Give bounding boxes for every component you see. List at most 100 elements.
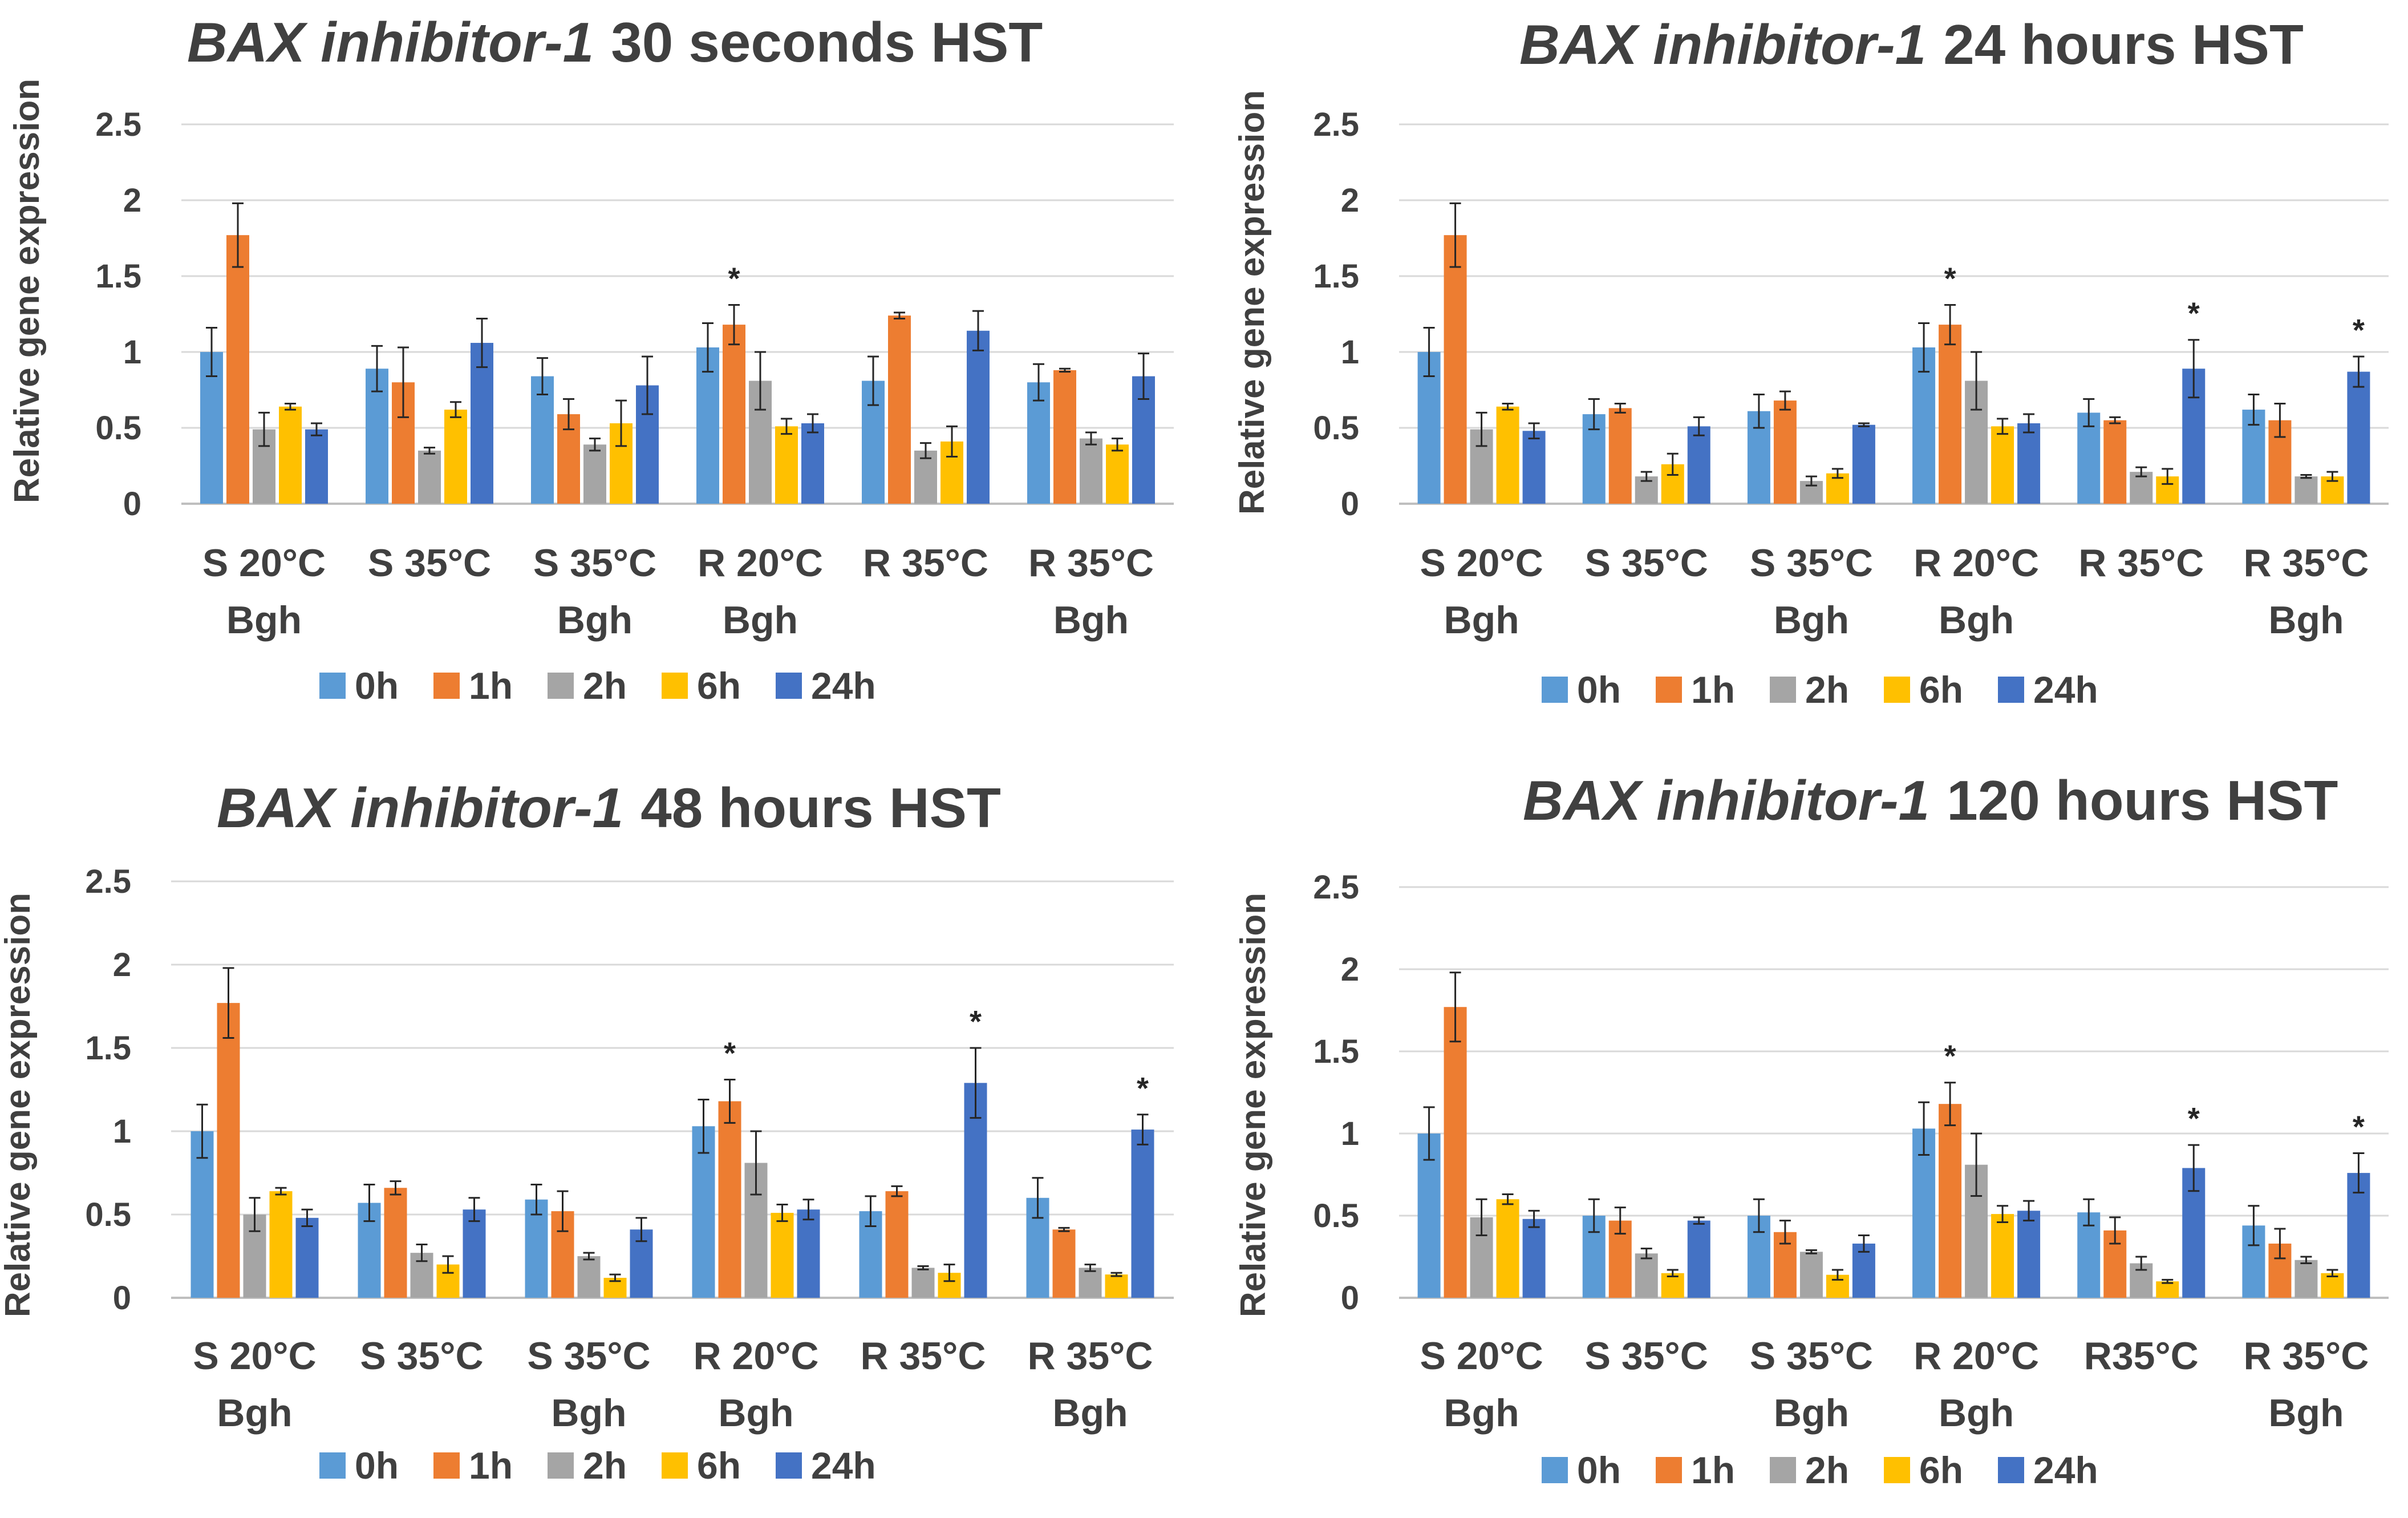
significance-marker: * — [1944, 1039, 1956, 1074]
bar-6h — [775, 426, 798, 504]
bar-2h — [2295, 476, 2318, 504]
legend: 0h 1h 2h 6h 24h — [319, 665, 876, 707]
y-tick-label: 0 — [123, 485, 141, 523]
bar-6h — [444, 410, 467, 504]
bar-24h — [1687, 1220, 1710, 1298]
bar-0h — [696, 347, 719, 504]
bar-24h — [1522, 431, 1546, 504]
x-category-label: S 20°C — [1420, 541, 1543, 585]
legend-label: 24h — [2033, 1449, 2098, 1491]
bar-1h — [1444, 1007, 1467, 1298]
bar-24h — [2347, 371, 2370, 504]
legend-swatch — [1770, 677, 1796, 703]
bar-1h — [718, 1101, 741, 1298]
x-category-label: S 35°C — [1585, 1334, 1708, 1378]
x-category-label: R 35°C — [2243, 1334, 2369, 1378]
y-tick-label: 2 — [113, 946, 131, 983]
x-category-label: S 35°C — [368, 541, 491, 585]
bar-1h — [217, 1003, 240, 1298]
legend-swatch — [1656, 1457, 1682, 1483]
legend-label: 6h — [1919, 669, 1963, 711]
bar-2h — [2295, 1260, 2318, 1298]
significance-marker: * — [1944, 262, 1956, 296]
bar-0h — [2077, 412, 2101, 504]
legend-label: 1h — [469, 665, 513, 707]
legend-swatch — [433, 673, 460, 699]
chart-title: BAX inhibitor-1 48 hours HST — [217, 776, 1001, 839]
legend-swatch — [662, 1452, 688, 1479]
bar-2h — [1079, 1268, 1102, 1298]
legend-swatch — [1770, 1457, 1796, 1483]
significance-marker: * — [728, 262, 740, 296]
chart-title: BAX inhibitor-1 24 hours HST — [1519, 13, 2304, 76]
legend-swatch — [1998, 1457, 2024, 1483]
legend-label: 24h — [2033, 669, 2098, 711]
legend-swatch — [776, 673, 802, 699]
x-category-label: S 35°C — [1750, 541, 1873, 585]
significance-marker: * — [2188, 297, 2200, 331]
significance-marker: * — [970, 1005, 982, 1039]
legend-label: 2h — [1805, 669, 1849, 711]
bar-24h — [1131, 1130, 1154, 1298]
bar-2h — [1635, 1253, 1658, 1298]
legend-swatch — [776, 1452, 802, 1479]
bar-0h — [531, 376, 554, 504]
legend-label: 0h — [1577, 1449, 1621, 1491]
chart-panel: BAX inhibitor-1 30 seconds HST Relative ge… — [7, 11, 1174, 707]
bar-24h — [471, 343, 493, 504]
bar-1h — [1052, 1229, 1076, 1298]
y-tick-label: 1.5 — [85, 1030, 131, 1067]
bar-1h — [2103, 420, 2127, 504]
bar-0h — [190, 1131, 214, 1298]
bar-1h — [1444, 235, 1467, 504]
bar-24h — [797, 1209, 820, 1298]
chart-panel: BAX inhibitor-1 48 hours HST Relative gene… — [0, 776, 1174, 1487]
bar-2h — [577, 1256, 601, 1298]
bar-1h — [1053, 370, 1076, 504]
bar-2h — [911, 1268, 935, 1298]
x-category-label: R 35°C — [1028, 541, 1154, 585]
legend-label: 1h — [1691, 669, 1735, 711]
y-tick-label: 2.5 — [95, 106, 141, 143]
x-category-label: R 35°C — [2078, 541, 2204, 585]
bar-24h — [305, 429, 328, 504]
x-category-label: R 35°C — [863, 541, 988, 585]
x-category-label: R35°C — [2084, 1334, 2199, 1378]
chart-panel: BAX inhibitor-1 120 hours HST Relative gen… — [1234, 769, 2389, 1491]
bar-6h — [2156, 1281, 2179, 1298]
bar-2h — [1080, 438, 1102, 504]
x-category-label: S 35°C — [527, 1334, 650, 1378]
x-category-sublabel: Bgh — [1939, 598, 2014, 642]
legend-swatch — [1998, 677, 2024, 703]
legend-swatch — [1884, 677, 1910, 703]
y-tick-label: 2 — [1341, 951, 1359, 988]
bar-24h — [1852, 424, 1875, 504]
legend-label: 2h — [583, 665, 627, 707]
x-category-sublabel: Bgh — [1444, 1391, 1519, 1435]
x-category-label: R 20°C — [1914, 1334, 2039, 1378]
x-category-label: S 20°C — [193, 1334, 316, 1378]
bar-1h — [226, 235, 249, 504]
y-tick-label: 2.5 — [1313, 869, 1359, 906]
x-category-label: S 35°C — [1750, 1334, 1873, 1378]
x-category-sublabel: Bgh — [718, 1391, 793, 1435]
bar-6h — [1991, 426, 2014, 504]
legend: 0h 1h 2h 6h 24h — [1542, 669, 2098, 711]
significance-marker: * — [2353, 1110, 2365, 1144]
bar-1h — [885, 1191, 909, 1298]
legend-label: 24h — [811, 665, 876, 707]
bar-2h — [583, 444, 606, 504]
legend-swatch — [319, 673, 346, 699]
x-category-sublabel: Bgh — [1939, 1391, 2014, 1435]
y-axis-label: Relative gene expression — [7, 79, 47, 503]
bar-1h — [1608, 408, 1632, 504]
chart-title-gene: BAX inhibitor-1 — [187, 11, 594, 74]
y-tick-label: 0.5 — [1313, 410, 1359, 447]
x-category-label: S 35°C — [1585, 541, 1708, 585]
chart-title-gene: BAX inhibitor-1 — [1523, 769, 1929, 832]
x-category-sublabel: Bgh — [551, 1391, 626, 1435]
x-category-sublabel: Bgh — [557, 598, 633, 642]
y-tick-label: 1.5 — [95, 258, 141, 295]
legend-swatch — [433, 1452, 460, 1479]
legend-label: 0h — [1577, 669, 1621, 711]
